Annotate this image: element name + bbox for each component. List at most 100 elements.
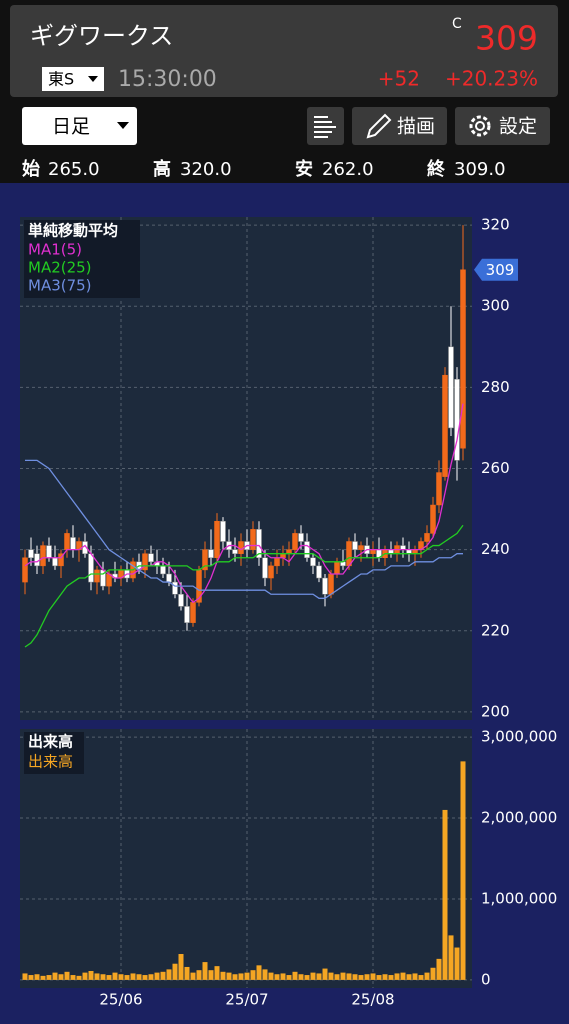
ohlc-value: 320.0 <box>180 159 232 180</box>
candle-body <box>28 549 34 558</box>
volume-bar <box>346 973 352 980</box>
volume-bar <box>148 974 154 980</box>
volume-bar <box>394 973 400 980</box>
candle-body <box>34 553 40 567</box>
ohlc-value: 265.0 <box>48 159 100 180</box>
x-tick-label: 25/08 <box>351 991 394 1009</box>
volume-bar <box>130 973 136 980</box>
volume-bar <box>340 972 346 980</box>
volume-bar <box>382 974 388 980</box>
volume-bar <box>100 974 106 980</box>
volume-bar <box>430 967 436 980</box>
volume-bar <box>322 968 328 980</box>
legend-entry: MA1(5) <box>28 241 82 259</box>
y-tick-label: 320 <box>481 216 510 234</box>
ohlc-value: 262.0 <box>322 159 374 180</box>
candle-body <box>178 594 184 607</box>
candle-body <box>454 379 460 461</box>
volume-bar <box>460 761 466 980</box>
volume-bar <box>418 975 424 980</box>
volume-bar <box>70 975 76 980</box>
period-button[interactable] <box>22 107 137 145</box>
close-mark: C <box>452 16 462 32</box>
volume-bar <box>328 972 334 980</box>
volume-bar <box>208 970 214 980</box>
candle-body <box>424 533 430 542</box>
candle-body <box>322 577 328 595</box>
candle-body <box>436 472 442 506</box>
legend-box <box>24 732 84 774</box>
candle-body <box>184 606 190 623</box>
price-plot <box>20 217 472 720</box>
volume-bar <box>184 966 190 980</box>
volume-bar <box>412 973 418 980</box>
candle-body <box>22 557 28 583</box>
volume-plot <box>20 729 472 988</box>
volume-bar <box>232 974 238 980</box>
quote-panel <box>10 5 558 97</box>
candle-body <box>214 520 220 558</box>
candle-body <box>238 541 244 554</box>
volume-bar <box>34 974 40 980</box>
candle-body <box>448 346 454 429</box>
candle-body <box>298 533 304 542</box>
ma-line <box>24 403 464 604</box>
change-pct: +20.23% <box>445 67 538 91</box>
price: 309 <box>475 19 538 58</box>
y-tick-label: 240 <box>481 540 510 558</box>
candle-body <box>208 549 214 558</box>
volume-bar <box>106 975 112 980</box>
volume-bar <box>220 971 226 980</box>
volume-bar <box>250 970 256 980</box>
y-tick-label: 220 <box>481 621 510 639</box>
candle-body <box>220 520 226 542</box>
pencil-icon <box>366 113 392 139</box>
candle-body <box>160 565 166 575</box>
time: 15:30:00 <box>118 67 217 92</box>
legend-entry: 出来高 <box>28 753 73 771</box>
volume-bar <box>310 972 316 980</box>
volume-bar <box>88 971 94 980</box>
volume-bar <box>268 972 274 980</box>
ohlc-label: 高 <box>153 158 171 180</box>
candle-body <box>292 533 298 550</box>
volume-bar <box>292 971 298 980</box>
volume-bar <box>160 971 166 980</box>
ohlc-label: 安 <box>295 158 313 180</box>
y-tick-label: 1,000,000 <box>481 889 557 907</box>
volume-bar <box>352 974 358 980</box>
x-tick-label: 25/06 <box>99 991 142 1009</box>
volume-bar <box>316 973 322 980</box>
volume-bar <box>256 965 262 980</box>
volume-bar <box>226 972 232 980</box>
candle-body <box>304 541 310 558</box>
legend-title: 出来高 <box>28 733 73 751</box>
volume-bar <box>376 975 382 980</box>
candle-body <box>70 537 76 550</box>
candle-body <box>232 549 238 554</box>
volume-bar <box>274 974 280 980</box>
volume-bar <box>358 975 364 980</box>
candle-body <box>310 557 316 567</box>
y-tick-label: 260 <box>481 459 510 477</box>
bars-icon <box>314 116 336 138</box>
volume-bar <box>124 975 130 980</box>
volume-bar <box>244 972 250 980</box>
candle-body <box>46 545 52 558</box>
last-price-label: 309 <box>486 261 515 279</box>
volume-bar <box>262 969 268 980</box>
candle-body <box>460 269 466 449</box>
volume-bar <box>364 974 370 980</box>
candle-body <box>442 374 448 477</box>
volume-bar <box>46 975 52 980</box>
volume-bar <box>58 974 64 980</box>
x-tick-label: 25/07 <box>225 991 268 1009</box>
candle-body <box>190 602 196 623</box>
volume-bar <box>238 973 244 980</box>
candle-body <box>430 504 436 534</box>
last-price-tag <box>474 258 518 281</box>
y-tick-label: 2,000,000 <box>481 809 557 827</box>
candle-body <box>316 565 322 579</box>
volume-bar <box>112 972 118 980</box>
